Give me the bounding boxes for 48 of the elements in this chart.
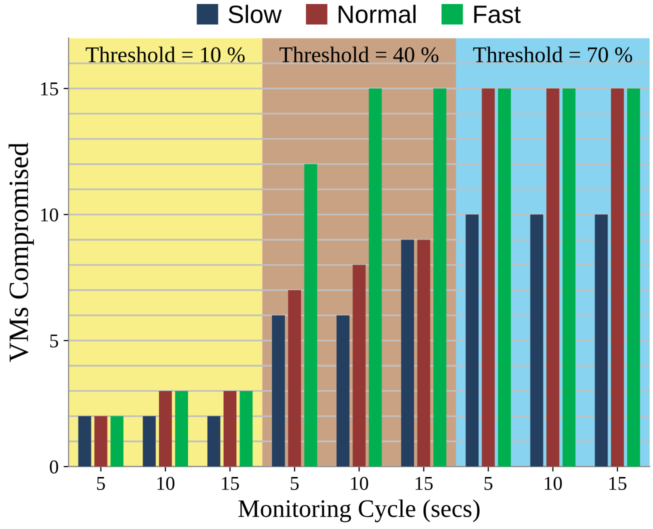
x-tick-label: 10 [544,476,562,490]
x-tick-label: 10 [351,476,368,490]
x-tick-label: 5 [290,477,299,490]
bar [94,416,108,467]
bar [207,416,220,467]
y-tick-label: 5 [50,334,58,348]
bar [610,88,624,467]
bar [240,390,253,467]
bar [466,214,479,467]
bar [336,315,350,467]
x-tick-label: 15 [609,476,626,490]
legend-label: Fast [474,6,521,24]
bar [562,88,576,467]
x-axis-title: Monitoring Cycle (secs) [238,499,480,522]
y-tick-label: 15 [41,82,58,96]
x-tick-label: 5 [97,477,105,490]
x-tick-label: 10 [157,476,174,490]
bar [594,214,608,467]
bar [224,390,236,467]
bar [482,88,495,467]
legend-label: Normal [338,4,416,24]
bar [433,88,446,467]
bar [417,240,430,467]
x-tick-label: 15 [222,476,239,490]
y-tick-label: 10 [41,208,58,222]
x-tick-label: 5 [484,477,492,490]
bar [142,416,156,467]
annotation: Threshold = 70 % [473,46,632,62]
bar [110,416,124,467]
bar [304,164,318,467]
bar [175,390,188,467]
annotation: Threshold = 10 % [86,46,245,62]
bar [627,88,640,467]
bar [288,290,302,467]
y-axis-title: VMs Compromised [8,142,34,362]
bar [401,240,414,467]
bar [498,88,511,467]
bar [352,264,366,467]
annotation: Threshold = 40 % [280,46,438,62]
bar [158,390,172,467]
x-tick-label: 15 [416,476,433,490]
bar [272,315,285,467]
y-tick-label: 0 [50,460,58,474]
bar [78,416,92,467]
bar [368,88,382,467]
legend-label: Slow [228,4,282,24]
bar [530,214,544,467]
bar [546,88,560,467]
